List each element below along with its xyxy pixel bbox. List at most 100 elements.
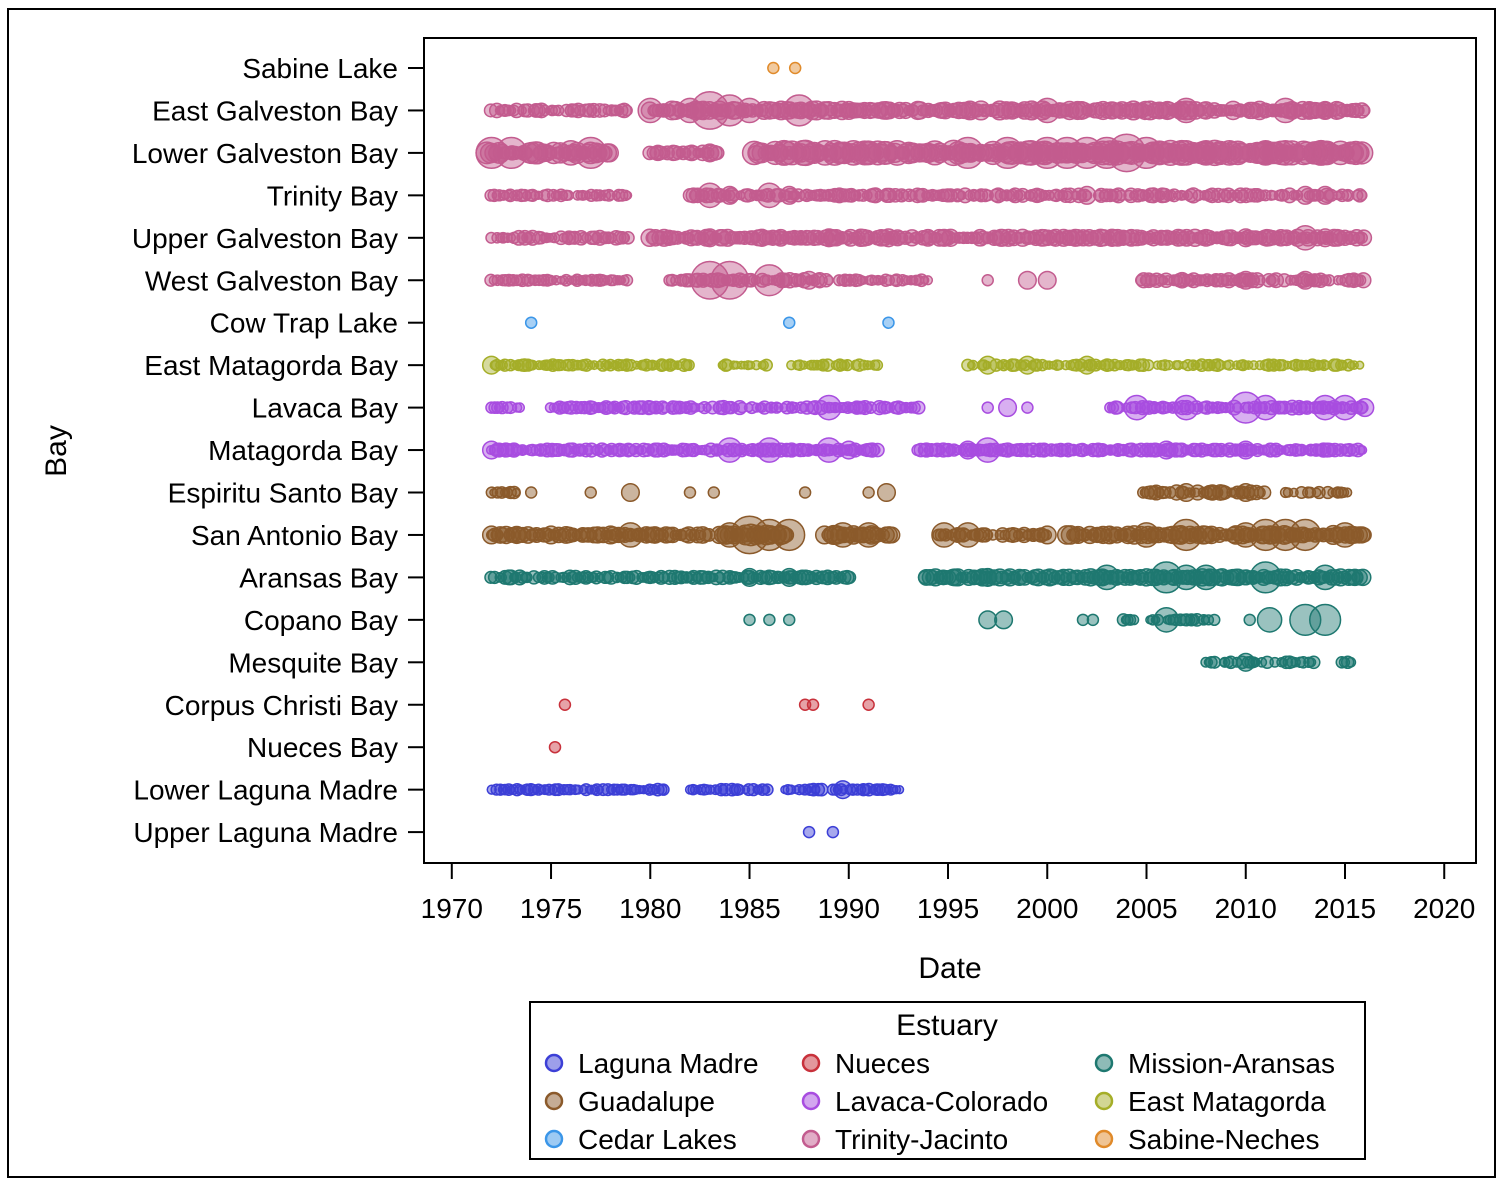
data-bubble — [1315, 185, 1335, 205]
data-bubble — [978, 355, 998, 375]
data-bubble — [1153, 607, 1180, 633]
data-bubble — [617, 522, 644, 548]
data-bubble — [716, 522, 743, 548]
series-mission-aransas — [484, 561, 1372, 672]
data-bubble — [533, 102, 550, 119]
data-bubble — [1133, 522, 1160, 548]
data-bubble — [558, 698, 572, 711]
data-bubble — [1236, 482, 1256, 503]
data-bubble — [1017, 270, 1037, 290]
data-bubble — [890, 101, 909, 120]
data-bubble — [1315, 228, 1335, 248]
data-bubble — [677, 97, 703, 124]
legend-label: Nueces — [835, 1048, 930, 1079]
data-bubble — [798, 486, 812, 499]
data-bubble — [924, 443, 939, 458]
data-bubble — [882, 316, 895, 329]
y-tick-label: Aransas Bay — [239, 562, 398, 593]
data-bubble — [1170, 518, 1203, 552]
y-tick-label: East Galveston Bay — [152, 95, 398, 126]
data-bubble — [1193, 564, 1219, 591]
data-bubble — [620, 274, 634, 287]
data-bubble — [621, 104, 633, 117]
data-bubble — [1156, 440, 1176, 460]
data-bubble — [763, 613, 776, 627]
data-bubble — [1272, 140, 1299, 166]
y-tick-label: Lower Galveston Bay — [132, 138, 398, 169]
data-bubble — [514, 402, 526, 413]
data-bubble — [1348, 102, 1364, 119]
data-bubble — [1173, 394, 1200, 421]
y-tick-label: Copano Bay — [244, 605, 398, 636]
data-bubble — [876, 482, 897, 503]
y-tick-label: Lower Laguna Madre — [133, 775, 398, 806]
data-bubble — [817, 443, 832, 457]
y-tick-label: Lavaca Bay — [252, 393, 398, 424]
data-bubble — [1040, 529, 1053, 541]
data-bubble — [960, 442, 976, 458]
x-tick-label: 1985 — [718, 893, 780, 924]
data-bubble — [913, 442, 929, 458]
data-bubble — [1086, 613, 1100, 627]
data-bubble — [683, 486, 697, 499]
data-bubble — [1350, 141, 1374, 165]
data-bubble — [870, 442, 885, 458]
data-bubble — [1356, 527, 1372, 543]
data-bubble — [753, 518, 786, 552]
data-bubble — [978, 567, 998, 587]
data-bubble — [535, 529, 547, 541]
data-bubble — [855, 522, 882, 548]
data-bubble — [1077, 355, 1097, 375]
data-bubble — [911, 400, 926, 415]
data-bubble — [994, 610, 1014, 630]
legend-marker — [544, 1091, 564, 1111]
data-bubble — [1143, 485, 1159, 500]
data-bubble — [782, 316, 796, 329]
data-bubble — [862, 143, 883, 163]
data-bubble — [958, 440, 978, 460]
data-bubble — [864, 442, 880, 458]
data-bubble — [620, 482, 640, 503]
data-bubble — [862, 698, 875, 711]
data-bubble — [1257, 485, 1272, 500]
data-bubble — [1332, 522, 1358, 548]
data-bubble — [1193, 140, 1219, 166]
data-bubble — [1208, 613, 1221, 627]
data-bubble — [574, 136, 607, 170]
data-bubble — [974, 437, 1001, 463]
x-tick-label: 2015 — [1314, 893, 1376, 924]
data-bubble — [756, 437, 783, 463]
data-bubble — [481, 525, 502, 545]
data-bubble — [883, 526, 901, 544]
data-bubble — [862, 486, 875, 499]
data-bubble — [841, 143, 862, 163]
data-bubble — [739, 567, 760, 587]
x-tick-label: 1995 — [917, 893, 979, 924]
y-tick-label: Mesquite Bay — [228, 647, 398, 678]
y-tick-label: Trinity Bay — [267, 180, 398, 211]
data-bubble — [713, 94, 746, 127]
data-bubble — [778, 527, 795, 543]
data-bubble — [720, 185, 740, 205]
legend-label: Trinity-Jacinto — [835, 1124, 1008, 1155]
data-bubble — [779, 185, 799, 205]
data-bubble — [584, 486, 597, 499]
data-bubble — [759, 358, 773, 372]
data-bubble — [684, 528, 698, 542]
data-bubble — [1021, 401, 1034, 414]
data-bubble — [846, 783, 860, 796]
data-bubble — [934, 528, 948, 542]
data-bubble — [1354, 568, 1372, 587]
legend: Estuary Laguna Madre Guadalupe Cedar Lakes… — [529, 1001, 1366, 1160]
series-trinity-jacinto — [475, 91, 1374, 300]
data-bubble — [696, 182, 723, 209]
data-bubble — [839, 440, 859, 460]
data-bubble — [1123, 394, 1150, 421]
series-lavaca-colorado — [481, 391, 1375, 463]
data-bubble — [756, 783, 769, 797]
data-bubble — [1093, 564, 1120, 591]
data-bubble — [698, 527, 713, 542]
data-bubble — [616, 102, 632, 119]
y-tick-label: Upper Galveston Bay — [132, 223, 398, 254]
data-bubble — [816, 437, 842, 463]
